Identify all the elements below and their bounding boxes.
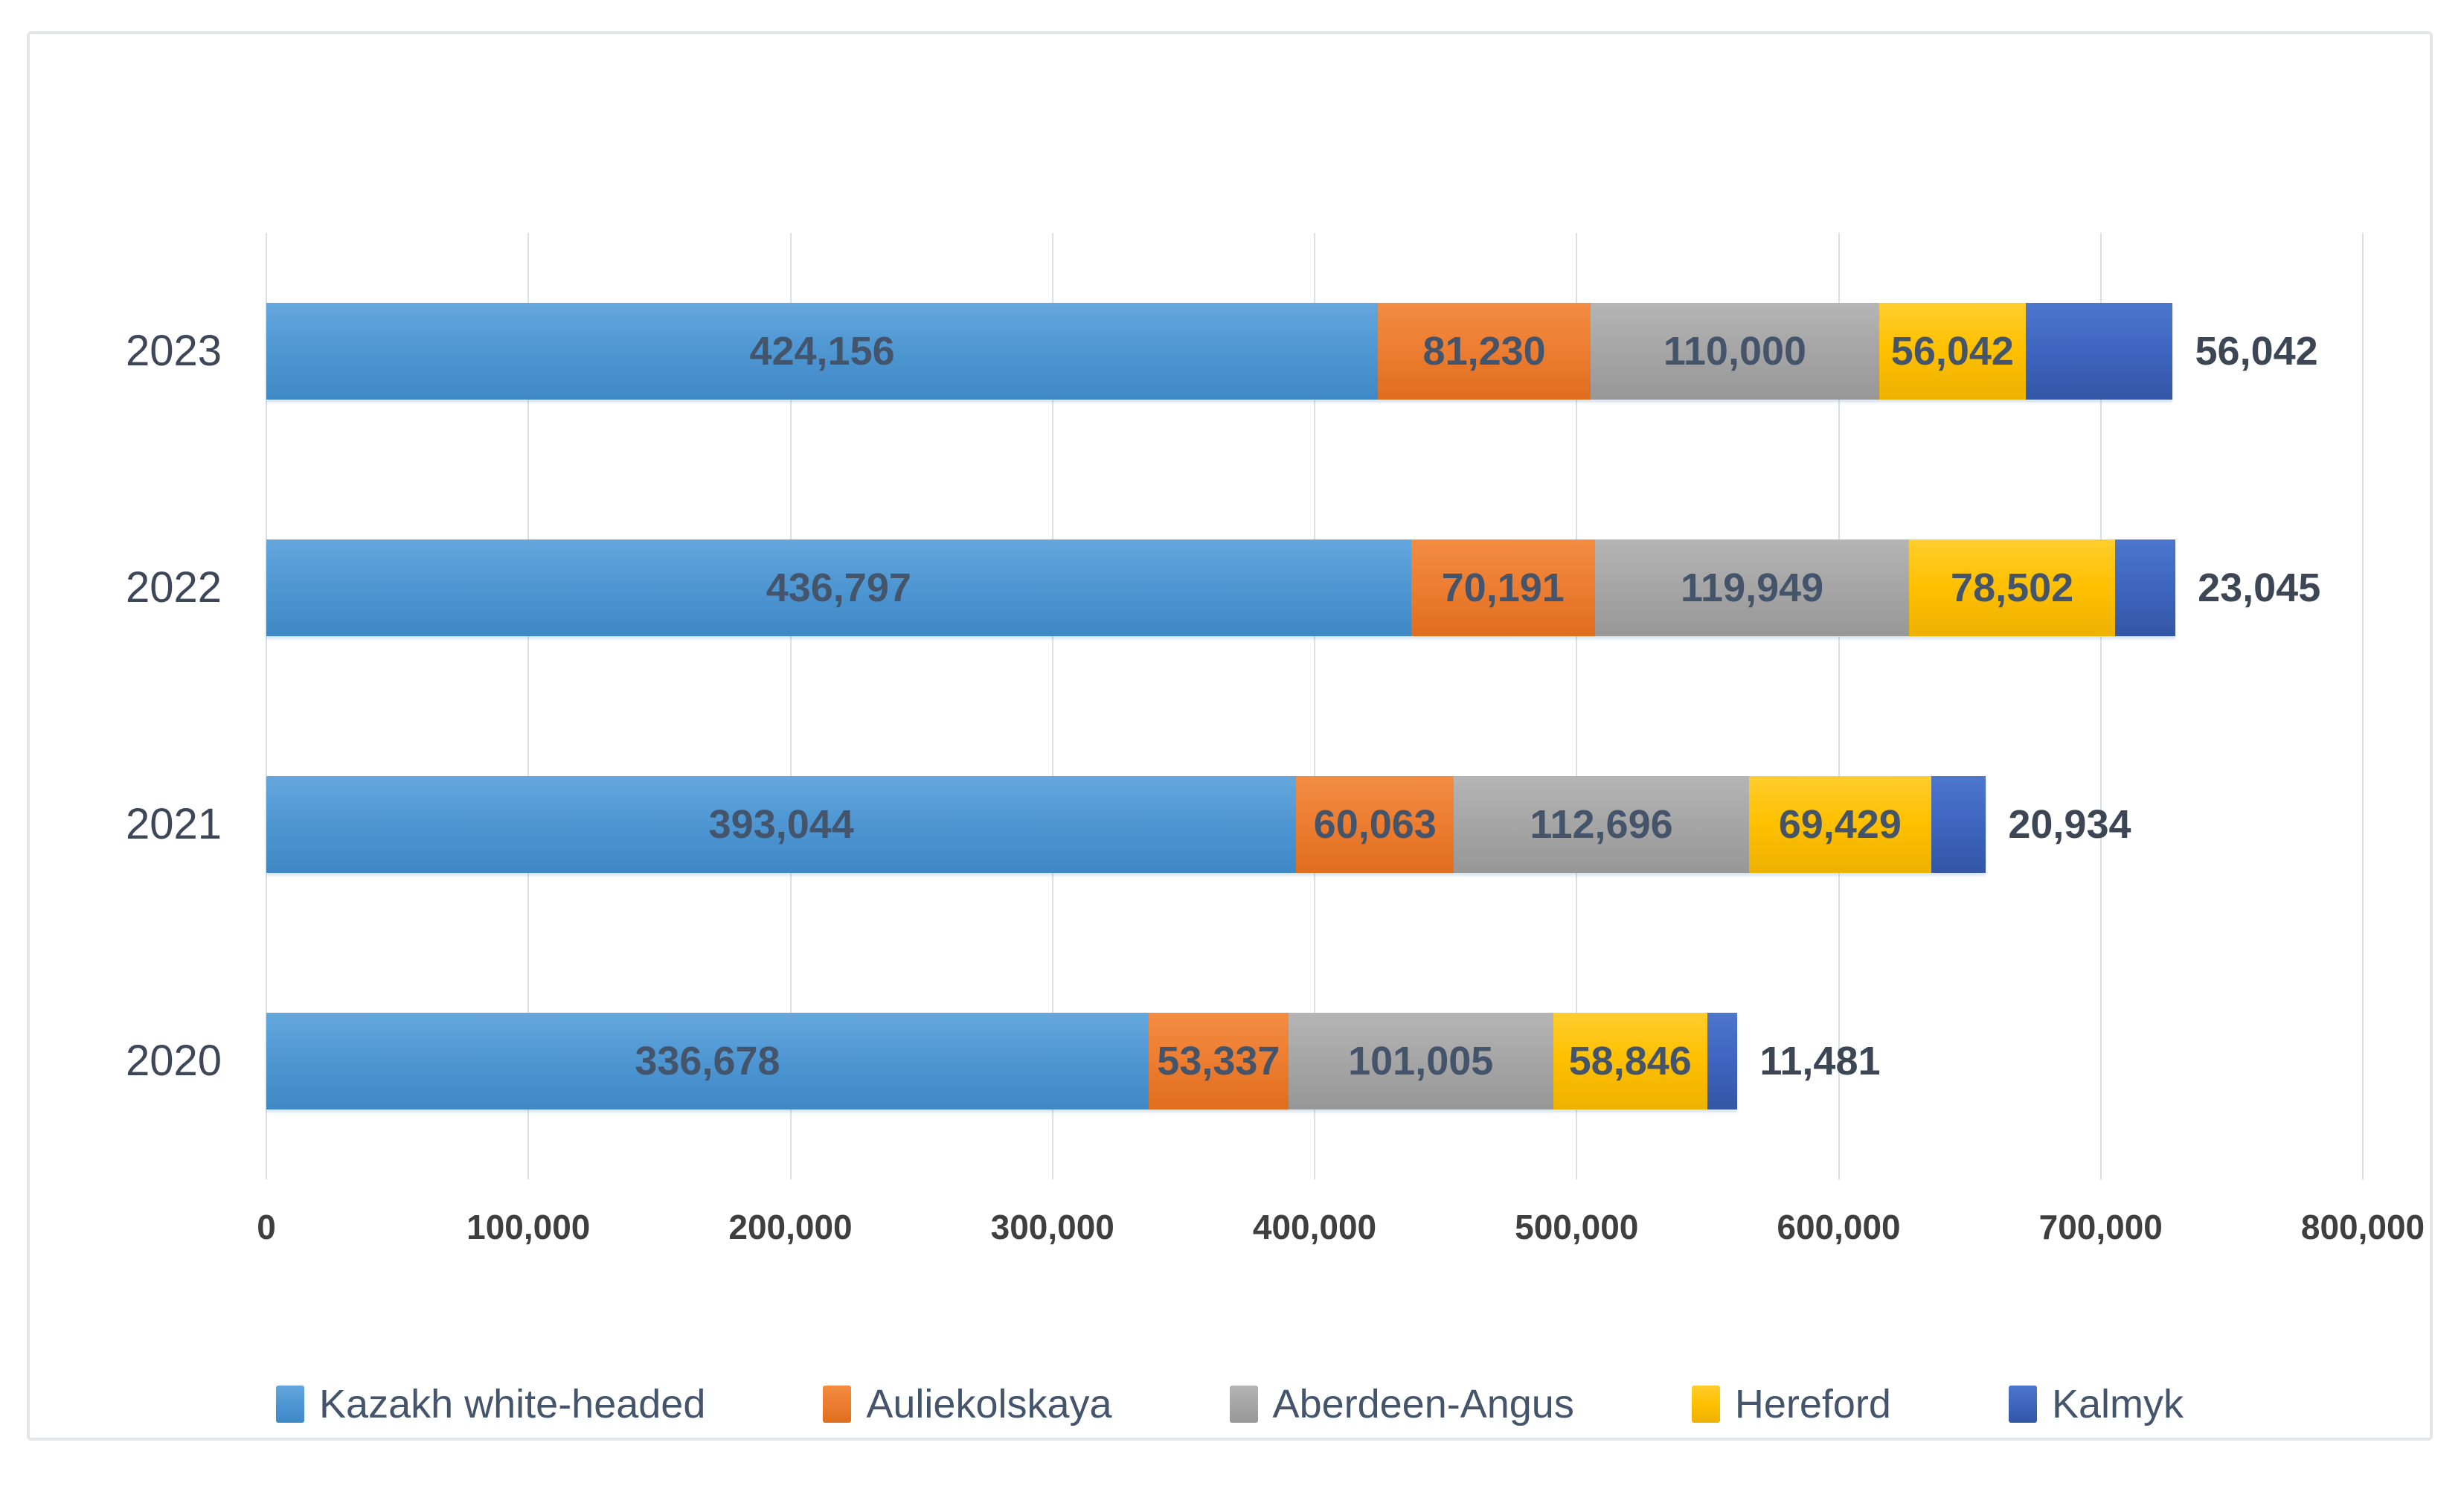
chart-frame: 424,156 81,230 110,000 56,042 56,042 436,797 7… bbox=[27, 31, 2433, 1441]
bar-segment-kazakh-white-headed: 436,797 bbox=[266, 539, 1411, 636]
legend-marker-icon bbox=[276, 1386, 305, 1423]
legend-item-aberdeen-angus: Aberdeen-Angus bbox=[1229, 1381, 1574, 1427]
bar-segment-auliekolskaya: 81,230 bbox=[1378, 303, 1591, 400]
bar-segment-kazakh-white-headed: 393,044 bbox=[266, 776, 1297, 873]
category-label: 2020 bbox=[125, 1037, 222, 1085]
gridline bbox=[789, 233, 792, 1179]
bar-segment-auliekolskaya: 60,063 bbox=[1296, 776, 1454, 873]
bar-segment-label: 70,191 bbox=[1441, 566, 1565, 610]
legend-label: Hereford bbox=[1734, 1382, 1891, 1426]
legend-item-kalmyk: Kalmyk bbox=[2008, 1381, 2184, 1427]
gridline bbox=[1051, 233, 1053, 1179]
bar-outside-label: 11,481 bbox=[1759, 1039, 1881, 1083]
x-tick-label: 200,000 bbox=[728, 1208, 853, 1246]
bar-segment-aberdeen-angus: 101,005 bbox=[1288, 1013, 1553, 1109]
bar-segment-kalmyk bbox=[1707, 1013, 1738, 1109]
bar-row: 424,156 81,230 110,000 56,042 56,042 bbox=[266, 303, 2363, 400]
bar-segment-label: 101,005 bbox=[1348, 1039, 1494, 1083]
x-tick-label: 0 bbox=[257, 1208, 276, 1246]
legend-item-hereford: Hereford bbox=[1691, 1381, 1891, 1427]
legend: Kazakh white-headed Auliekolskaya Aberdeen… bbox=[30, 1381, 2430, 1427]
x-tick-label: 400,000 bbox=[1252, 1208, 1377, 1246]
gridline bbox=[2362, 233, 2364, 1179]
legend-label: Auliekolskaya bbox=[866, 1382, 1112, 1426]
plot-area: 424,156 81,230 110,000 56,042 56,042 436,797 7… bbox=[266, 233, 2364, 1179]
bar-segment-kalmyk bbox=[1931, 776, 1986, 873]
legend-item-kazakh-white-headed: Kazakh white-headed bbox=[276, 1381, 705, 1427]
bar-segment-aberdeen-angus: 110,000 bbox=[1591, 303, 1879, 400]
legend-label: Kazakh white-headed bbox=[319, 1382, 706, 1426]
x-axis: 0 100,000 200,000 300,000 400,000 500,000 600,… bbox=[257, 1207, 2425, 1259]
x-tick-label: 700,000 bbox=[2038, 1208, 2163, 1246]
bar-segment-aberdeen-angus: 119,949 bbox=[1594, 539, 1910, 636]
bar-segment-kalmyk bbox=[2114, 539, 2176, 636]
bar-segment-auliekolskaya: 53,337 bbox=[1148, 1013, 1289, 1109]
gridline bbox=[1314, 233, 1315, 1179]
bar-segment-label: 119,949 bbox=[1680, 566, 1824, 610]
x-tick-label: 800,000 bbox=[2300, 1208, 2425, 1246]
bar-segment-label: 110,000 bbox=[1663, 329, 1807, 374]
legend-item-auliekolskaya: Auliekolskaya bbox=[823, 1381, 1112, 1427]
bar-segment-kazakh-white-headed: 336,678 bbox=[266, 1013, 1149, 1109]
gridline bbox=[1576, 233, 1578, 1179]
bar-segment-hereford: 56,042 bbox=[1879, 303, 2027, 400]
x-tick-label: 600,000 bbox=[1777, 1208, 1901, 1246]
legend-marker-icon bbox=[1691, 1386, 1720, 1423]
x-tick-label: 100,000 bbox=[466, 1208, 591, 1246]
bar-segment-hereford: 69,429 bbox=[1749, 776, 1931, 873]
bar-segment-aberdeen-angus: 112,696 bbox=[1454, 776, 1750, 873]
legend-label: Kalmyk bbox=[2051, 1382, 2184, 1426]
bar-segment-label: 112,696 bbox=[1530, 802, 1673, 847]
bar-segment-kazakh-white-headed: 424,156 bbox=[266, 303, 1379, 400]
bar-segment-hereford: 58,846 bbox=[1553, 1013, 1707, 1109]
gridline bbox=[527, 233, 530, 1179]
x-tick-label: 300,000 bbox=[990, 1208, 1114, 1246]
bar-stack: 436,797 70,191 119,949 78,502 bbox=[266, 539, 2176, 636]
bar-segment-label: 81,230 bbox=[1422, 329, 1546, 374]
bar-outside-label: 56,042 bbox=[2195, 329, 2318, 374]
bar-segment-kalmyk bbox=[2026, 303, 2173, 400]
legend-marker-icon bbox=[823, 1386, 852, 1423]
gridline bbox=[266, 233, 267, 1179]
bar-segment-label: 336,678 bbox=[635, 1039, 780, 1083]
bar-row: 393,044 60,063 112,696 69,429 20,934 bbox=[266, 776, 2363, 873]
legend-label: Aberdeen-Angus bbox=[1272, 1382, 1574, 1426]
bar-segment-auliekolskaya: 70,191 bbox=[1411, 539, 1595, 636]
gridline bbox=[1838, 233, 1840, 1179]
bar-stack: 393,044 60,063 112,696 69,429 bbox=[266, 776, 1986, 873]
bar-segment-label: 60,063 bbox=[1313, 802, 1437, 847]
legend-marker-icon bbox=[1229, 1386, 1258, 1423]
category-label: 2021 bbox=[125, 800, 222, 848]
legend-marker-icon bbox=[2008, 1386, 2037, 1423]
category-label: 2022 bbox=[125, 563, 222, 612]
bar-stack: 336,678 53,337 101,005 58,846 bbox=[266, 1013, 1738, 1109]
bar-row: 436,797 70,191 119,949 78,502 23,045 bbox=[266, 539, 2363, 636]
x-tick-label: 500,000 bbox=[1515, 1208, 1639, 1246]
bar-segment-label: 58,846 bbox=[1568, 1039, 1692, 1083]
bar-outside-label: 20,934 bbox=[2008, 802, 2131, 847]
gridline bbox=[2099, 233, 2102, 1179]
bar-segment-label: 53,337 bbox=[1157, 1039, 1280, 1083]
bar-segment-label: 78,502 bbox=[1951, 566, 2074, 610]
bar-segment-hereford: 78,502 bbox=[1909, 539, 2115, 636]
bar-stack: 424,156 81,230 110,000 56,042 bbox=[266, 303, 2173, 400]
bar-segment-label: 56,042 bbox=[1890, 329, 2014, 374]
bar-outside-label: 23,045 bbox=[2198, 566, 2321, 610]
bar-segment-label: 424,156 bbox=[749, 329, 895, 374]
bar-segment-label: 436,797 bbox=[766, 566, 911, 610]
bar-row: 336,678 53,337 101,005 58,846 11,481 bbox=[266, 1013, 2363, 1109]
bar-segment-label: 69,429 bbox=[1778, 802, 1902, 847]
bar-segment-label: 393,044 bbox=[708, 802, 854, 847]
category-label: 2023 bbox=[125, 327, 222, 375]
